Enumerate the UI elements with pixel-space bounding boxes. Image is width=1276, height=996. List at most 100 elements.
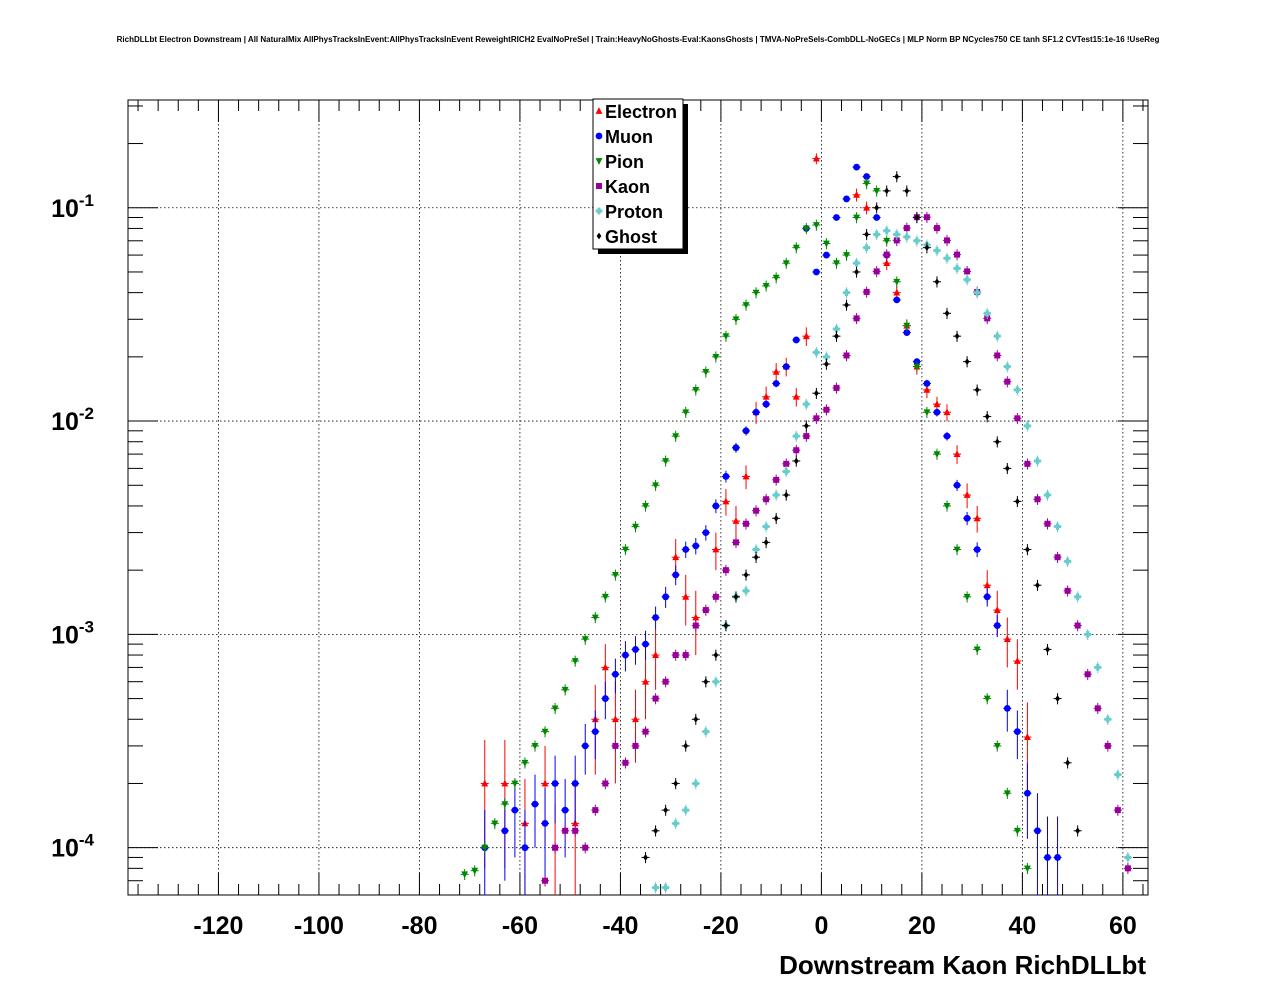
data-point (1084, 671, 1091, 678)
data-point (722, 333, 730, 341)
data-point (562, 827, 569, 834)
data-point (923, 214, 930, 221)
data-point (843, 195, 850, 203)
data-point (843, 289, 850, 297)
data-point (1114, 807, 1121, 814)
data-point (963, 276, 971, 284)
data-point (521, 759, 529, 767)
data-point (1044, 520, 1051, 527)
data-point (461, 871, 469, 879)
series-kaon (541, 211, 1132, 887)
axes: -120 -100 -80 -60 -40 -20 0 20 40 60 10-1 10-2 10-3 1… (51, 100, 1148, 940)
data-point (501, 827, 509, 835)
data-point (873, 231, 881, 238)
data-point (844, 301, 849, 309)
data-point (883, 251, 890, 258)
data-point (1104, 715, 1112, 723)
data-point (672, 819, 680, 827)
data-point (632, 715, 639, 723)
data-point (742, 587, 750, 595)
data-point (783, 491, 789, 499)
data-point (984, 413, 990, 420)
data-point (833, 214, 840, 221)
series-ghost (641, 171, 1082, 864)
data-point (1034, 827, 1041, 835)
data-point (501, 801, 509, 809)
x-tick-label: 20 (908, 912, 936, 940)
data-point (762, 392, 770, 400)
data-point (1114, 771, 1122, 779)
data-point (943, 432, 951, 440)
legend-label-ghost: Ghost (605, 227, 657, 247)
x-tick-label: -40 (602, 912, 638, 940)
data-point (983, 309, 991, 317)
data-point (531, 743, 539, 750)
data-point (853, 315, 860, 322)
data-point (712, 545, 720, 553)
legend-marker-proton (595, 207, 603, 215)
chart-title: RichDLLbt Electron Downstream | All Natu… (117, 35, 1160, 44)
data-point (924, 244, 930, 252)
data-point (1054, 854, 1061, 861)
data-point (803, 422, 809, 430)
legend-marker-kaon (596, 183, 602, 189)
data-point (854, 268, 859, 276)
data-point (944, 309, 950, 317)
data-point (1055, 695, 1060, 702)
data-point (1013, 657, 1021, 664)
legend-label-electron: Electron (605, 102, 677, 122)
x-tick-label: 40 (1008, 912, 1036, 940)
data-point (622, 651, 629, 659)
data-point (994, 352, 1001, 359)
y-tick-label: 10-1 (51, 191, 94, 223)
data-point (1094, 664, 1102, 671)
data-point (622, 546, 629, 554)
data-point (733, 593, 739, 601)
data-point (993, 622, 1001, 629)
data-point (763, 496, 770, 503)
data-point (682, 592, 690, 600)
data-point (772, 491, 780, 499)
legend-marker-ghost (596, 232, 602, 240)
data-point (683, 742, 689, 750)
data-point (1124, 865, 1131, 872)
data-point (742, 302, 750, 309)
data-point (601, 695, 609, 702)
data-point (893, 231, 901, 238)
data-point (933, 400, 941, 408)
data-point (541, 728, 549, 736)
data-point (792, 244, 800, 252)
data-point (773, 514, 779, 522)
data-point (793, 447, 800, 454)
data-point (893, 278, 901, 286)
data-point (481, 844, 489, 852)
data-point (993, 743, 1001, 750)
data-point (481, 779, 489, 787)
data-point (561, 806, 569, 814)
data-point (1044, 491, 1051, 499)
data-point (954, 251, 961, 258)
legend-marker-pion (595, 158, 603, 165)
data-point (1124, 854, 1132, 861)
data-point (652, 482, 659, 490)
data-point (964, 358, 970, 366)
data-point (752, 546, 760, 553)
data-point (1013, 386, 1021, 394)
data-point (612, 742, 619, 749)
data-point (1084, 630, 1092, 638)
data-point (933, 408, 941, 416)
data-point (652, 614, 659, 621)
data-point (581, 636, 589, 644)
data-point (983, 695, 991, 703)
data-point (1074, 593, 1082, 601)
data-point (642, 640, 649, 648)
data-point (632, 646, 639, 653)
series-pion (460, 178, 1032, 881)
data-point (973, 546, 981, 553)
data-point (682, 806, 690, 814)
data-point (663, 806, 669, 814)
data-point (772, 274, 780, 282)
data-point (884, 187, 890, 195)
data-point (933, 225, 940, 232)
